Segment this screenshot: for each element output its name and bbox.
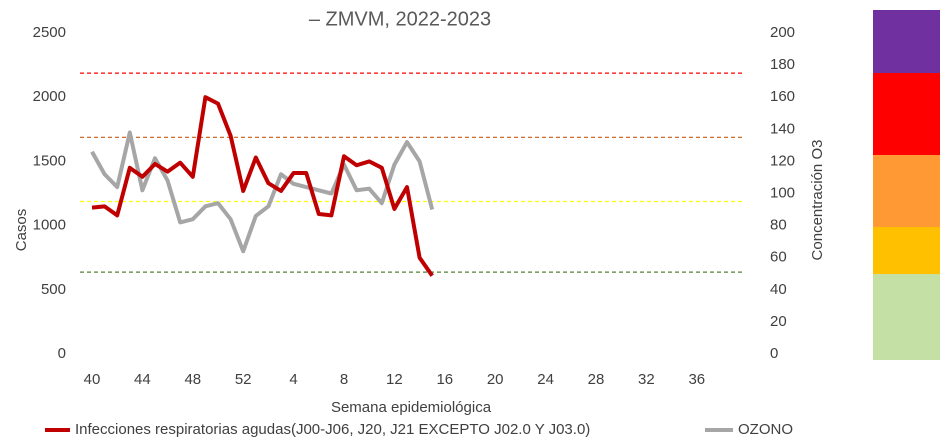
x-axis-label: Semana epidemiológica [331, 399, 492, 416]
y-tick-label: 1500 [33, 152, 66, 169]
legend-label: Infecciones respiratorias agudas(J00-J06… [75, 421, 590, 438]
color-scale [873, 10, 940, 360]
x-tick-label: 20 [487, 371, 504, 388]
y-tick-label: 1000 [33, 217, 66, 234]
y2-tick-label: 160 [770, 88, 795, 105]
y2-tick-label: 80 [770, 217, 787, 234]
y2-tick-label: 140 [770, 120, 795, 137]
x-tick-label: 4 [289, 371, 297, 388]
legend-label: OZONO [738, 421, 793, 438]
scale-band [873, 73, 940, 155]
series-line [91, 95, 434, 277]
x-tick-label: 12 [386, 371, 403, 388]
scale-band [873, 155, 940, 227]
scale-band [873, 227, 940, 274]
y2-axis-label: Concentración O3 [809, 140, 826, 261]
y2-tick-label: 40 [770, 281, 787, 298]
y2-tick-label: 200 [770, 24, 795, 41]
y-tick-label: 2000 [33, 88, 66, 105]
x-tick-label: 52 [235, 371, 252, 388]
scale-band [873, 274, 940, 360]
x-tick-label: 48 [184, 371, 201, 388]
y2-tick-label: 0 [770, 345, 778, 362]
y2-tick-label: 100 [770, 184, 795, 201]
x-tick-label: 40 [84, 371, 101, 388]
x-tick-label: 28 [588, 371, 605, 388]
y2-tick-label: 180 [770, 56, 795, 73]
x-tick-label: 44 [134, 371, 151, 388]
x-tick-label: 16 [436, 371, 453, 388]
y2-tick-label: 60 [770, 249, 787, 266]
scale-band [873, 10, 940, 73]
y-axis-label: Casos [13, 209, 30, 252]
x-tick-label: 32 [638, 371, 655, 388]
y-tick-label: 2500 [33, 24, 66, 41]
y2-tick-label: 120 [770, 152, 795, 169]
x-tick-label: 36 [688, 371, 705, 388]
y2-tick-label: 20 [770, 313, 787, 330]
y-tick-label: 500 [41, 281, 66, 298]
series-line [90, 130, 435, 254]
x-tick-label: 8 [340, 371, 348, 388]
chart-title: – ZMVM, 2022-2023 [309, 8, 491, 30]
y-tick-label: 0 [58, 345, 66, 362]
x-tick-label: 24 [537, 371, 554, 388]
